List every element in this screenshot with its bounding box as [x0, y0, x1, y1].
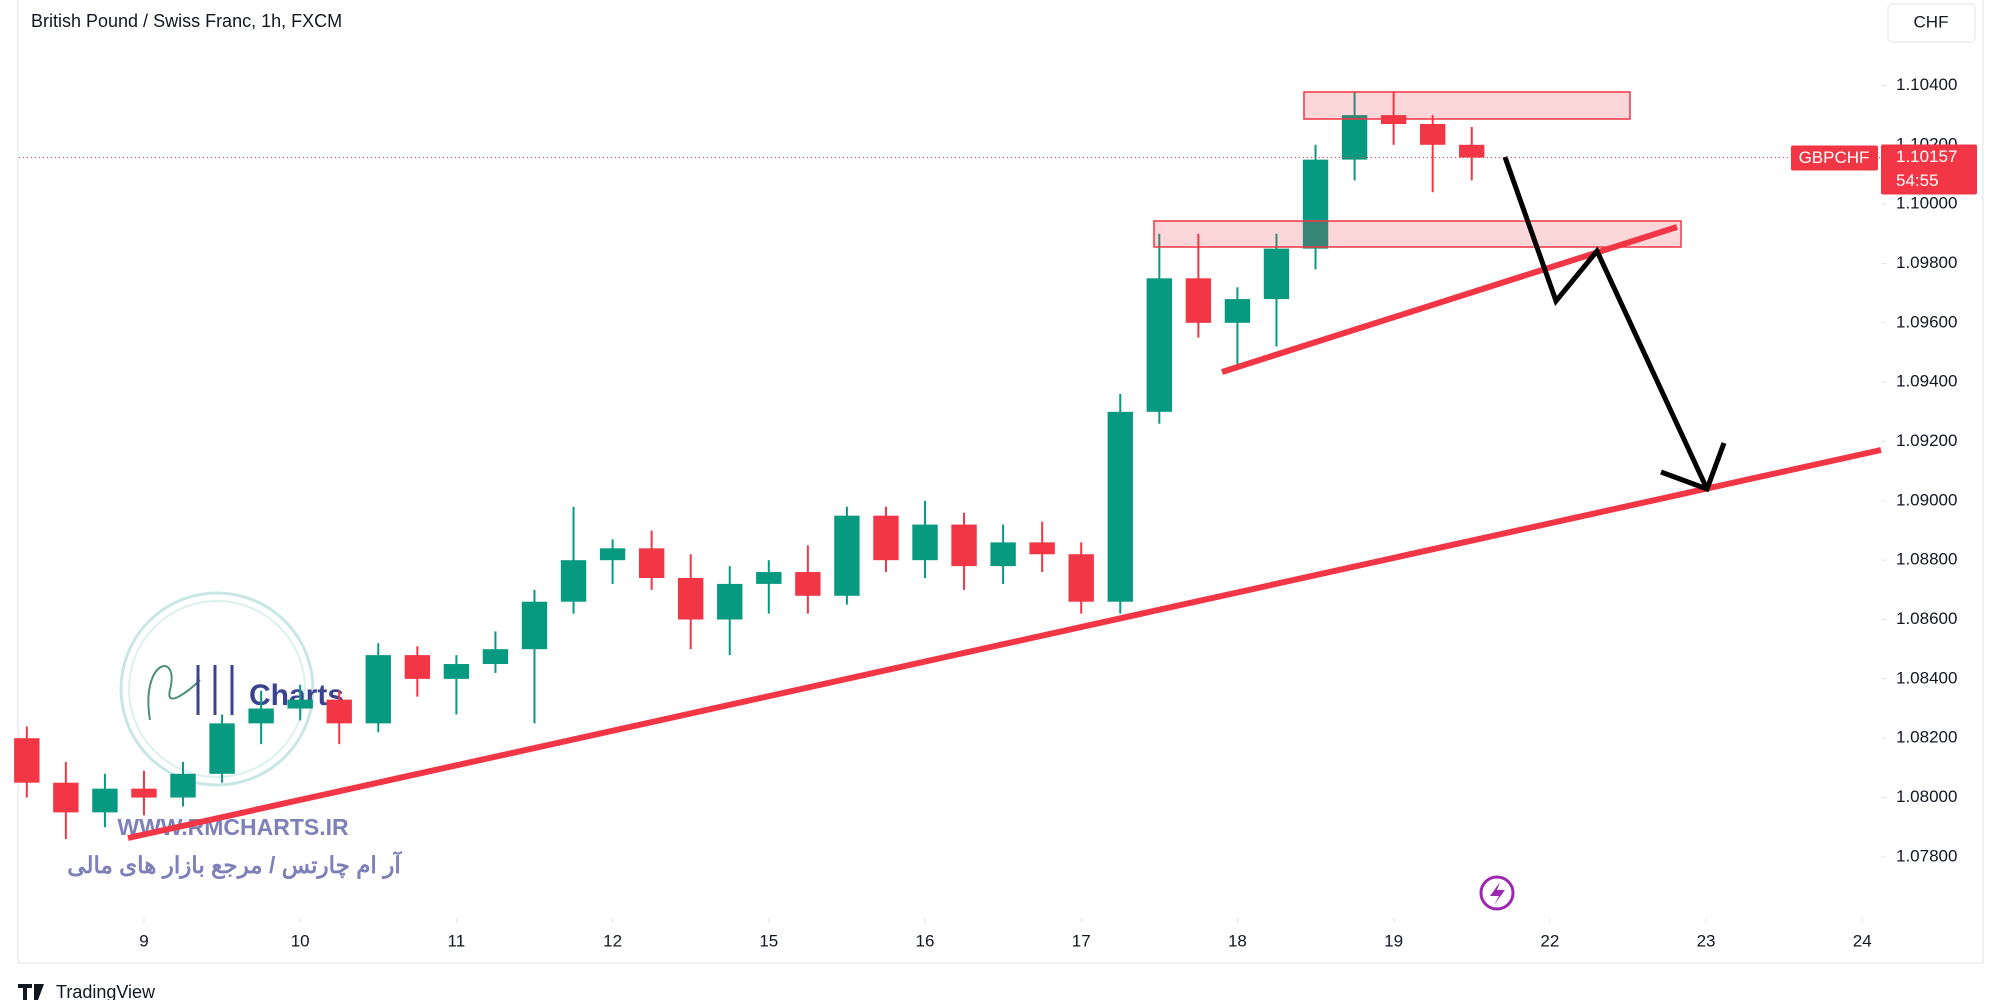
currency[interactable]: CHF [1914, 12, 1949, 31]
candle-body [248, 708, 274, 724]
candle-body [951, 524, 977, 567]
candle-body [443, 664, 470, 679]
drawings [127, 91, 1882, 911]
watermark-url: WWW.RMCHARTS.IR [117, 814, 349, 840]
x-tick-label: 19 [1384, 931, 1403, 950]
candle-body [209, 723, 235, 774]
x-tick-label: 22 [1540, 931, 1559, 950]
x-tick-label: 16 [916, 931, 935, 950]
resistance-zone [1303, 91, 1631, 120]
logo-mark [196, 665, 234, 715]
candle-body [795, 572, 821, 596]
candle-body [717, 583, 743, 620]
axes: 1.07800 1.08000 1.08200 1.08400 1.08600 1.088… [139, 75, 1957, 951]
x-tick-label: 17 [1072, 931, 1091, 950]
projection-arrow [1502, 156, 1710, 491]
watermark-tagline: آر ام چارتس / مرجع بازار های مالی [67, 850, 402, 880]
y-tick-label: 1.09200 [1896, 431, 1957, 450]
y-tick-label: 1.09600 [1896, 312, 1957, 331]
logo-ring [128, 600, 306, 778]
candle-body [92, 788, 118, 813]
arrow-head [1660, 442, 1727, 493]
y-tick-label: 1.08000 [1896, 787, 1957, 806]
candle-body [170, 773, 196, 798]
tv-logo [18, 984, 44, 1000]
symbol-box [1791, 145, 1878, 171]
candle-body [560, 560, 587, 602]
candle-body [1185, 278, 1212, 323]
candle-body [1341, 115, 1368, 160]
candle-body [1068, 554, 1094, 602]
y-tick-label: 1.09000 [1896, 490, 1957, 509]
x-tick-label: 24 [1853, 931, 1872, 950]
price-label: 1.10157 [1896, 147, 1957, 166]
y-tick-label: 1.07800 [1896, 846, 1957, 865]
candle-body [638, 548, 665, 578]
x-tick-label: 11 [448, 931, 466, 950]
x-tick-label: 15 [759, 931, 778, 950]
candle-body [912, 524, 938, 561]
candles [14, 91, 1485, 840]
candle-body [287, 699, 313, 709]
symbol-label: GBPCHF [1799, 148, 1870, 167]
candle-body [521, 601, 548, 650]
candle-body [1263, 248, 1290, 300]
y-tick-label: 1.08400 [1896, 668, 1957, 687]
footer: TradingView [56, 982, 156, 1000]
candle-body [873, 515, 899, 561]
price-box [1881, 144, 1977, 195]
candle-body [53, 782, 79, 813]
trend-line [127, 447, 1882, 841]
candle-body [834, 515, 860, 596]
x-tick-label: 18 [1228, 931, 1247, 950]
candle-body [404, 655, 431, 679]
x-tick-label: 9 [139, 931, 148, 950]
candle-body [1029, 542, 1055, 555]
y-tick-label: 1.10400 [1896, 75, 1957, 94]
chart-title: British Pound / Swiss Franc, 1h, FXCM [31, 11, 342, 31]
alert-icon [1479, 875, 1515, 911]
y-tick-label: 1.08800 [1896, 550, 1957, 569]
y-tick-label: 1.08200 [1896, 728, 1957, 747]
alert-icon [1490, 882, 1505, 905]
x-tick-label: 10 [291, 931, 310, 950]
candle-body [131, 788, 157, 798]
currency-button[interactable] [1887, 3, 1976, 43]
candle-body [1302, 159, 1329, 249]
candle-body [482, 649, 509, 665]
logo-ring [119, 591, 315, 787]
candle-body [1146, 278, 1173, 412]
candle-body [365, 655, 391, 724]
countdown: 54:55 [1896, 171, 1939, 190]
x-tick-label: 23 [1697, 931, 1716, 950]
candle-body [599, 548, 626, 561]
candle-body [14, 738, 40, 783]
candle-body [1419, 124, 1446, 145]
x-tick-label: 12 [603, 931, 622, 950]
candle-body [1459, 144, 1485, 158]
y-tick-label: 1.08600 [1896, 609, 1957, 628]
candle-body [326, 699, 352, 724]
y-tick-label: 1.09800 [1896, 253, 1957, 272]
price-marker: GBPCHF 1.10157 54:55 [19, 144, 1977, 195]
resistance-zone [1153, 220, 1682, 248]
candle-body [1224, 299, 1251, 323]
candle-body [756, 572, 782, 584]
candle-body [678, 577, 704, 620]
watermark: Charts [119, 591, 344, 787]
candle-body [990, 542, 1016, 567]
candle-body [1107, 411, 1133, 602]
trend-line [1221, 224, 1678, 375]
y-tick-label: 1.10000 [1896, 194, 1957, 213]
logo-mark [147, 665, 201, 721]
y-tick-label: 1.09400 [1896, 372, 1957, 391]
